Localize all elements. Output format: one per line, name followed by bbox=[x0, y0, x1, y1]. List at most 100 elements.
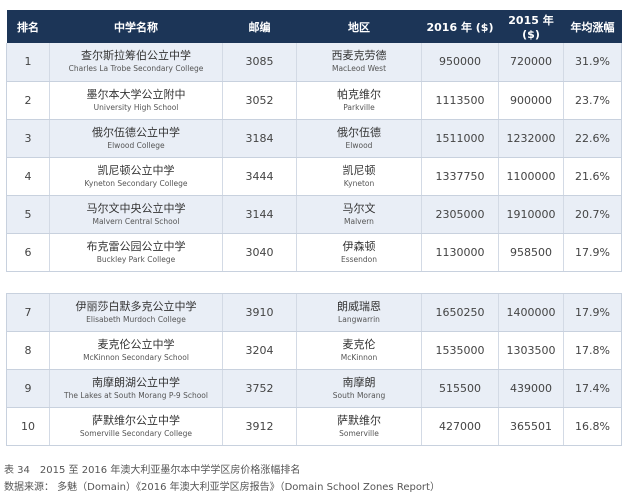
school-name-en: Elwood College bbox=[107, 140, 165, 150]
postcode-cell: 3912 bbox=[222, 407, 297, 446]
postcode-cell: 3144 bbox=[222, 195, 297, 234]
table-row: 6 布克雷公园公立中学 Buckley Park College 3040 伊森顿 Ess… bbox=[6, 233, 622, 272]
school-ranking-table-top: 排名 中学名称 邮编 地区 2016 年 ($) 2015 年 ($) 年均涨幅… bbox=[6, 10, 622, 272]
area-cell: 朗威瑞恩 Langwarrin bbox=[296, 293, 422, 332]
school-cell: 南摩朗湖公立中学 The Lakes at South Morang P-9 Sc… bbox=[49, 369, 223, 408]
school-name-en: Kyneton Secondary College bbox=[84, 178, 188, 188]
price-2015-cell: 720000 bbox=[498, 43, 564, 82]
school-name-en: Buckley Park College bbox=[96, 254, 176, 264]
school-cell: 查尔斯拉筹伯公立中学 Charles La Trobe Secondary Col… bbox=[49, 43, 223, 82]
price-2015-cell: 1232000 bbox=[498, 119, 564, 158]
growth-cell: 21.6% bbox=[563, 157, 622, 196]
area-cell: 西麦克劳德 MacLeod West bbox=[296, 43, 422, 82]
school-name-cn: 麦克伦公立中学 bbox=[97, 338, 175, 351]
area-name-cn: 南摩朗 bbox=[342, 376, 376, 389]
area-name-cn: 伊森顿 bbox=[342, 239, 376, 253]
area-cell: 伊森顿 Essendon bbox=[296, 233, 422, 272]
header-area: 地区 bbox=[296, 10, 422, 43]
school-name-en: The Lakes at South Morang P-9 School bbox=[64, 391, 208, 400]
postcode-cell: 3040 bbox=[222, 233, 297, 272]
school-name-en: Somerville Secondary College bbox=[79, 429, 193, 438]
price-2016-cell: 1650250 bbox=[421, 293, 499, 332]
table-row: 5 马尔文中央公立中学 Malvern Central School 3144 马尔文 M… bbox=[6, 195, 622, 234]
header-postcode: 邮编 bbox=[222, 10, 297, 43]
price-2015-cell: 1400000 bbox=[498, 293, 564, 332]
area-name-en: Somerville bbox=[339, 429, 379, 438]
growth-cell: 20.7% bbox=[563, 195, 622, 234]
table-row: 9 南摩朗湖公立中学 The Lakes at South Morang P-9 S… bbox=[6, 369, 622, 408]
postcode-cell: 3085 bbox=[222, 43, 297, 82]
area-name-en: Kyneton bbox=[343, 178, 375, 188]
postcode-cell: 3184 bbox=[222, 119, 297, 158]
table-caption: 表 34 2015 至 2016 年澳大利亚墨尔本中学学区房价格涨幅排名 bbox=[4, 465, 301, 476]
school-cell: 凯尼顿公立中学 Kyneton Secondary College bbox=[49, 157, 223, 196]
postcode-cell: 3444 bbox=[222, 157, 297, 196]
rank-cell: 9 bbox=[6, 369, 50, 408]
table-row: 10 萨默维尔公立中学 Somerville Secondary College 39… bbox=[6, 407, 622, 446]
area-cell: 俄尔伍德 Elwood bbox=[296, 119, 422, 158]
price-2015-cell: 900000 bbox=[498, 81, 564, 120]
school-name-cn: 查尔斯拉筹伯公立中学 bbox=[81, 49, 191, 63]
school-name-cn: 伊丽莎白默多克公立中学 bbox=[75, 300, 197, 313]
growth-cell: 16.8% bbox=[563, 407, 622, 446]
area-name-en: Malvern bbox=[344, 216, 374, 226]
school-cell: 萨默维尔公立中学 Somerville Secondary College bbox=[49, 407, 223, 446]
school-name-cn: 马尔文中央公立中学 bbox=[86, 201, 186, 215]
rank-cell: 1 bbox=[6, 43, 50, 82]
school-name-cn: 南摩朗湖公立中学 bbox=[92, 376, 180, 389]
school-name-cn: 凯尼顿公立中学 bbox=[97, 163, 175, 177]
area-cell: 萨默维尔 Somerville bbox=[296, 407, 422, 446]
table-row: 4 凯尼顿公立中学 Kyneton Secondary College 3444 凯尼顿… bbox=[6, 157, 622, 196]
area-name-en: Parkville bbox=[343, 102, 375, 112]
header-growth: 年均涨幅 bbox=[563, 10, 622, 43]
growth-cell: 17.4% bbox=[563, 369, 622, 408]
area-cell: 帕克维尔 Parkville bbox=[296, 81, 422, 120]
price-2016-cell: 2305000 bbox=[421, 195, 499, 234]
school-cell: 麦克伦公立中学 McKinnon Secondary School bbox=[49, 331, 223, 370]
price-2015-cell: 439000 bbox=[498, 369, 564, 408]
school-ranking-table-bottom: 7 伊丽莎白默多克公立中学 Elisabeth Murdoch College 391… bbox=[6, 293, 622, 446]
table-row: 7 伊丽莎白默多克公立中学 Elisabeth Murdoch College 391… bbox=[6, 293, 622, 332]
area-name-en: McKinnon bbox=[340, 353, 378, 362]
header-price-2016: 2016 年 ($) bbox=[421, 10, 499, 43]
rank-cell: 4 bbox=[6, 157, 50, 196]
growth-cell: 17.9% bbox=[563, 233, 622, 272]
price-2015-cell: 1303500 bbox=[498, 331, 564, 370]
table-row: 1 查尔斯拉筹伯公立中学 Charles La Trobe Secondary Co… bbox=[6, 43, 622, 82]
area-name-en: MacLeod West bbox=[331, 64, 387, 74]
price-2015-cell: 1100000 bbox=[498, 157, 564, 196]
area-name-en: Elwood bbox=[345, 140, 373, 150]
rank-cell: 5 bbox=[6, 195, 50, 234]
header-school-name: 中学名称 bbox=[49, 10, 223, 43]
area-name-en: Essendon bbox=[340, 254, 378, 264]
area-name-cn: 帕克维尔 bbox=[337, 87, 381, 101]
table-row: 8 麦克伦公立中学 McKinnon Secondary School 3204 麦克伦… bbox=[6, 331, 622, 370]
rank-cell: 3 bbox=[6, 119, 50, 158]
school-name-cn: 布克雷公园公立中学 bbox=[86, 239, 186, 253]
area-name-en: Langwarrin bbox=[338, 315, 380, 324]
growth-cell: 31.9% bbox=[563, 43, 622, 82]
postcode-cell: 3204 bbox=[222, 331, 297, 370]
price-2016-cell: 427000 bbox=[421, 407, 499, 446]
school-name-en: McKinnon Secondary School bbox=[83, 353, 189, 362]
price-2016-cell: 1337750 bbox=[421, 157, 499, 196]
header-rank: 排名 bbox=[6, 10, 50, 43]
growth-cell: 17.8% bbox=[563, 331, 622, 370]
school-cell: 俄尔伍德公立中学 Elwood College bbox=[49, 119, 223, 158]
area-name-cn: 凯尼顿 bbox=[342, 163, 376, 177]
postcode-cell: 3052 bbox=[222, 81, 297, 120]
table-header-row: 排名 中学名称 邮编 地区 2016 年 ($) 2015 年 ($) 年均涨幅 bbox=[6, 10, 622, 43]
header-price-2015: 2015 年 ($) bbox=[498, 10, 564, 43]
school-name-en: University High School bbox=[93, 102, 179, 112]
school-name-cn: 俄尔伍德公立中学 bbox=[92, 125, 180, 139]
area-name-cn: 萨默维尔 bbox=[337, 414, 381, 427]
rank-cell: 7 bbox=[6, 293, 50, 332]
area-cell: 马尔文 Malvern bbox=[296, 195, 422, 234]
area-name-cn: 俄尔伍德 bbox=[337, 125, 381, 139]
school-cell: 马尔文中央公立中学 Malvern Central School bbox=[49, 195, 223, 234]
school-name-cn: 萨默维尔公立中学 bbox=[92, 414, 180, 427]
school-name-en: Charles La Trobe Secondary College bbox=[68, 64, 204, 74]
area-cell: 麦克伦 McKinnon bbox=[296, 331, 422, 370]
table-row: 3 俄尔伍德公立中学 Elwood College 3184 俄尔伍德 Elwood 151… bbox=[6, 119, 622, 158]
rank-cell: 8 bbox=[6, 331, 50, 370]
